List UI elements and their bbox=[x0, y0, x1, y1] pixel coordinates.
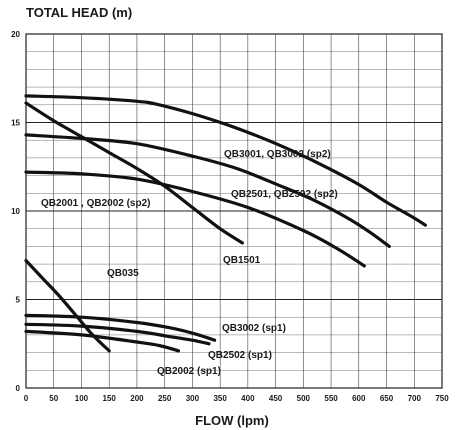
x-tick-label: 550 bbox=[324, 394, 338, 403]
series-curve bbox=[24, 322, 211, 346]
series-curve bbox=[24, 313, 217, 342]
series-label: QB2502 (sp1) bbox=[208, 350, 272, 361]
series-curve bbox=[24, 133, 391, 248]
x-tick-label: 300 bbox=[186, 394, 200, 403]
curve-labels: QB3001, QB3002 (sp2) QB2501, QB2502 (sp2)… bbox=[41, 149, 338, 377]
series-label: QB3002 (sp1) bbox=[222, 323, 286, 334]
series-label: QB2001 , QB2002 (sp2) bbox=[41, 198, 151, 209]
tick-labels: 0 50 100 150 200 250 300 350 400 450 500 550 600 650 7… bbox=[11, 30, 449, 403]
x-tick-label: 100 bbox=[75, 394, 89, 403]
series-label: QB2501, QB2502 (sp2) bbox=[231, 189, 338, 200]
series-label: QB2002 (sp1) bbox=[157, 366, 221, 377]
series-curve bbox=[24, 101, 244, 245]
series-label: QB3001, QB3002 (sp2) bbox=[224, 149, 331, 160]
x-tick-label: 50 bbox=[49, 394, 58, 403]
x-tick-label: 650 bbox=[380, 394, 394, 403]
y-tick-label: 10 bbox=[11, 207, 20, 216]
y-tick-label: 20 bbox=[11, 30, 20, 39]
x-tick-label: 0 bbox=[24, 394, 29, 403]
chart-title: TOTAL HEAD (m) bbox=[26, 5, 132, 20]
x-tick-label: 150 bbox=[103, 394, 117, 403]
x-tick-label: 600 bbox=[352, 394, 366, 403]
x-tick-label: 450 bbox=[269, 394, 283, 403]
x-axis-label: FLOW (lpm) bbox=[195, 413, 269, 428]
series-label: QB1501 bbox=[223, 255, 261, 266]
x-tick-label: 250 bbox=[158, 394, 172, 403]
curves bbox=[24, 94, 427, 353]
x-tick-label: 500 bbox=[297, 394, 311, 403]
series-label: QB035 bbox=[107, 268, 139, 279]
x-tick-label: 200 bbox=[130, 394, 144, 403]
series-curve bbox=[24, 94, 427, 227]
x-tick-label: 350 bbox=[213, 394, 227, 403]
y-tick-label: 15 bbox=[11, 119, 20, 128]
x-tick-label: 400 bbox=[241, 394, 255, 403]
series-curve bbox=[24, 170, 366, 268]
x-tick-label: 750 bbox=[435, 394, 449, 403]
x-tick-label: 700 bbox=[408, 394, 422, 403]
y-tick-label: 0 bbox=[16, 384, 21, 393]
y-tick-label: 5 bbox=[16, 296, 21, 305]
plot-frame bbox=[25, 33, 443, 389]
series-curve bbox=[24, 329, 181, 353]
